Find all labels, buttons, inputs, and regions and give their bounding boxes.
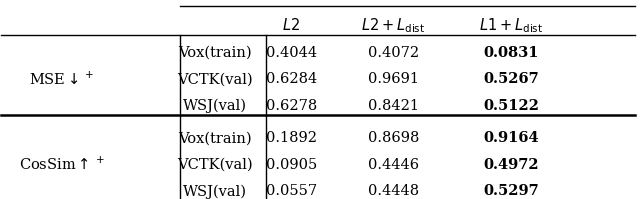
Text: Vox(train): Vox(train) (178, 131, 252, 145)
Text: 0.0831: 0.0831 (483, 46, 539, 60)
Text: 0.6278: 0.6278 (266, 99, 317, 113)
Text: 0.4448: 0.4448 (368, 184, 419, 198)
Text: $L2$: $L2$ (282, 17, 300, 33)
Text: CosSim$\uparrow^+$: CosSim$\uparrow^+$ (19, 156, 105, 174)
Text: 0.0905: 0.0905 (266, 158, 317, 172)
Text: $L2 + L_{\mathrm{dist}}$: $L2 + L_{\mathrm{dist}}$ (361, 16, 426, 35)
Text: VCTK(val): VCTK(val) (177, 72, 253, 86)
Text: $L1 + L_{\mathrm{dist}}$: $L1 + L_{\mathrm{dist}}$ (479, 16, 543, 35)
Text: 0.4044: 0.4044 (266, 46, 317, 60)
Text: VCTK(val): VCTK(val) (177, 158, 253, 172)
Text: 0.4072: 0.4072 (368, 46, 419, 60)
Text: 0.6284: 0.6284 (266, 72, 317, 86)
Text: WSJ(val): WSJ(val) (183, 184, 247, 199)
Text: 0.4972: 0.4972 (483, 158, 539, 172)
Text: 0.0557: 0.0557 (266, 184, 317, 198)
Text: 0.8421: 0.8421 (368, 99, 419, 113)
Text: Vox(train): Vox(train) (178, 46, 252, 60)
Text: 0.5297: 0.5297 (483, 184, 539, 198)
Text: 0.4446: 0.4446 (368, 158, 419, 172)
Text: 0.1892: 0.1892 (266, 131, 317, 145)
Text: 0.9691: 0.9691 (368, 72, 419, 86)
Text: 0.9164: 0.9164 (483, 131, 539, 145)
Text: WSJ(val): WSJ(val) (183, 99, 247, 113)
Text: MSE$\downarrow^+$: MSE$\downarrow^+$ (29, 71, 95, 88)
Text: 0.5122: 0.5122 (483, 99, 539, 113)
Text: 0.8698: 0.8698 (367, 131, 419, 145)
Text: 0.5267: 0.5267 (483, 72, 539, 86)
